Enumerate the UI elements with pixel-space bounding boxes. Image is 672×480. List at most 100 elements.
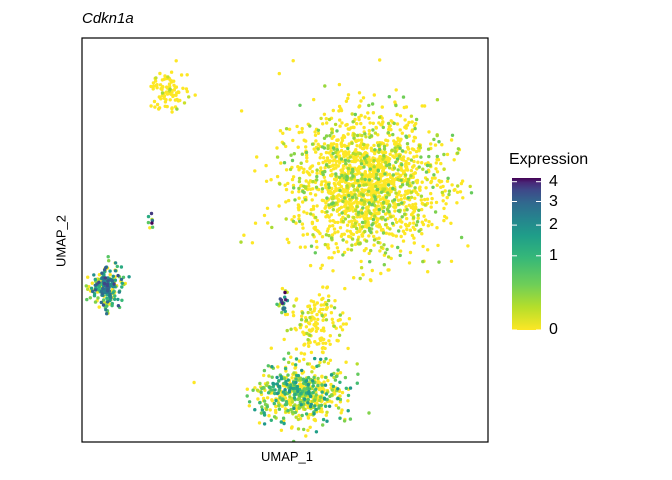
cell-point <box>291 219 296 224</box>
cell-point <box>395 122 400 126</box>
cell-point <box>278 129 283 133</box>
cell-point <box>372 238 377 242</box>
cell-point <box>324 201 328 205</box>
cell-point <box>399 197 403 202</box>
cell-point <box>146 214 151 219</box>
cell-point <box>399 234 403 239</box>
cell-point <box>321 285 325 289</box>
cell-point <box>316 147 320 151</box>
cell-point <box>390 148 394 152</box>
cell-point <box>317 387 322 392</box>
cell-point <box>281 416 286 420</box>
cell-point <box>411 203 415 207</box>
x-axis-label: UMAP_1 <box>260 449 314 464</box>
cell-point <box>384 195 389 199</box>
cell-point <box>436 243 440 248</box>
cell-point <box>364 239 369 243</box>
cell-point <box>325 210 329 214</box>
cell-point <box>323 375 328 380</box>
cell-point <box>329 149 333 153</box>
cell-point <box>277 204 281 208</box>
cell-point <box>270 365 274 369</box>
cell-point <box>434 161 438 165</box>
cell-point <box>336 164 340 168</box>
cell-point <box>441 199 445 203</box>
cell-point <box>346 93 351 97</box>
cell-point <box>320 410 324 414</box>
cell-point <box>392 121 396 126</box>
cell-point <box>289 407 293 412</box>
cell-point <box>311 179 315 184</box>
cell-point <box>294 377 298 381</box>
cell-point <box>360 225 365 229</box>
cell-point <box>325 305 329 310</box>
cell-point <box>420 220 424 224</box>
cell-point <box>395 112 399 117</box>
cell-point <box>319 303 323 307</box>
cell-point <box>301 189 305 194</box>
cell-point <box>341 322 346 326</box>
cell-point <box>360 173 364 177</box>
cell-point <box>315 171 319 175</box>
cell-point <box>265 405 269 409</box>
cell-point <box>308 179 313 183</box>
cell-point <box>331 201 335 205</box>
cell-point <box>326 144 330 148</box>
cell-point <box>334 403 338 408</box>
cell-point <box>369 183 373 187</box>
cell-point <box>110 278 115 283</box>
cell-point <box>434 167 438 171</box>
cell-point <box>324 341 328 345</box>
cell-point <box>290 158 295 163</box>
cell-point <box>290 177 295 182</box>
cell-point <box>429 201 434 205</box>
cell-point <box>291 175 296 179</box>
cell-point <box>410 120 414 124</box>
cell-point <box>404 150 408 154</box>
cell-point <box>397 154 402 158</box>
cell-point <box>338 226 343 230</box>
cell-point <box>284 400 289 404</box>
cell-point <box>175 107 179 111</box>
cell-point <box>412 236 416 240</box>
cell-point <box>313 401 318 405</box>
cell-point <box>437 179 441 183</box>
cell-point <box>381 125 385 130</box>
cell-point <box>307 344 311 348</box>
cell-point <box>490 162 493 165</box>
cell-point <box>149 211 154 216</box>
cell-point <box>181 86 185 91</box>
cell-point <box>345 174 349 179</box>
cell-point <box>352 215 356 220</box>
cell-point <box>284 217 288 221</box>
cell-point <box>300 413 304 418</box>
cell-point <box>290 376 294 380</box>
cell-point <box>329 373 334 377</box>
cell-point <box>116 273 120 278</box>
cell-point <box>299 383 303 387</box>
cell-point <box>308 425 312 429</box>
cell-point <box>281 390 285 394</box>
cell-point <box>419 155 423 159</box>
cell-point <box>262 399 267 403</box>
cell-point <box>313 130 317 134</box>
cell-point <box>356 178 360 183</box>
cell-point <box>304 325 309 329</box>
cell-point <box>105 296 109 300</box>
cell-point <box>377 223 381 227</box>
cell-point <box>326 146 330 151</box>
cell-point <box>331 224 335 228</box>
cell-point <box>359 156 363 160</box>
cell-point <box>359 138 364 142</box>
cell-point <box>358 276 362 281</box>
cell-point <box>247 404 251 408</box>
cell-point <box>426 224 430 228</box>
cell-point <box>277 384 281 389</box>
cell-point <box>458 190 463 194</box>
cell-point <box>382 144 387 149</box>
cell-point <box>313 418 318 423</box>
cell-point <box>386 178 390 182</box>
cell-point <box>253 221 258 225</box>
cell-point <box>405 208 409 212</box>
cell-point <box>312 323 316 327</box>
